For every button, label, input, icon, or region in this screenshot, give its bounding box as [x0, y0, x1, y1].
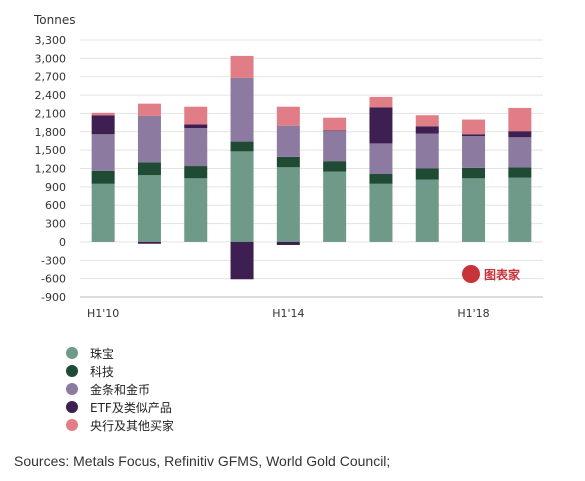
- y-tick-label: 1,500: [35, 144, 67, 157]
- bar-segment: [508, 131, 532, 138]
- bar-segment: [184, 166, 208, 179]
- bar-segment: [415, 126, 439, 134]
- legend-swatch: [66, 365, 78, 377]
- legend-swatch: [66, 401, 78, 413]
- legend-label: 科技: [90, 364, 115, 379]
- bar-segment: [508, 177, 532, 242]
- bar-segment: [137, 241, 161, 244]
- bar-segment: [276, 125, 300, 157]
- bar-segment: [462, 178, 486, 242]
- bar-segment: [369, 107, 393, 144]
- x-tick-label: H1'10: [87, 307, 119, 320]
- bar-segment: [230, 241, 254, 280]
- legend-item: 科技: [66, 362, 174, 380]
- bars: [91, 55, 532, 280]
- bar-segment: [91, 170, 115, 184]
- bar-segment: [137, 103, 161, 116]
- y-axis: 3,300 3,000 2,700 2,400 2,100 1,800 1,500 1,200…: [35, 34, 67, 304]
- bar-segment: [91, 112, 115, 116]
- bar-segment: [230, 77, 254, 142]
- y-tick-label: 2,700: [35, 71, 67, 84]
- watermark: 图表家: [462, 265, 520, 283]
- bar-segment: [230, 141, 254, 152]
- y-axis-label: Tonnes: [33, 13, 75, 27]
- bar-segment: [137, 162, 161, 176]
- bar-segment: [462, 119, 486, 135]
- legend-item: 金条和金币: [66, 380, 174, 398]
- bar-segment: [508, 107, 532, 132]
- bar-segment: [276, 156, 300, 168]
- stacked-bar-chart: 3,300 3,000 2,700 2,400 2,100 1,800 1,500 1,200…: [33, 13, 543, 320]
- bar-segment: [184, 178, 208, 242]
- watermark-logo-icon: [462, 265, 480, 283]
- bar-segment: [91, 134, 115, 171]
- x-tick-label: H1'18: [457, 307, 489, 320]
- bar-segment: [369, 143, 393, 175]
- y-tick-label: 3,300: [35, 34, 67, 47]
- x-tick-label: H1'14: [272, 307, 304, 320]
- y-tick-label: 600: [45, 199, 66, 212]
- legend: 珠宝科技金条和金币 ETF及类似产品 央行及其他买家: [66, 344, 174, 434]
- bar-segment: [323, 131, 347, 162]
- legend-swatch: [66, 419, 78, 431]
- legend-label: 珠宝: [90, 346, 115, 361]
- bar-segment: [415, 168, 439, 180]
- y-tick-label: 900: [45, 181, 66, 194]
- legend-item: 珠宝: [66, 344, 174, 362]
- bar-segment: [508, 167, 532, 178]
- bar-segment: [462, 134, 486, 137]
- legend-label: ETF及类似产品: [90, 400, 172, 415]
- bar-segment: [276, 106, 300, 126]
- x-axis: H1'10 H1'14 H1'18: [87, 307, 490, 320]
- bar-segment: [415, 115, 439, 127]
- bar-segment: [91, 115, 115, 135]
- bar-segment: [323, 117, 347, 131]
- y-tick-label: -600: [41, 273, 66, 286]
- bar-segment: [415, 179, 439, 242]
- bar-segment: [369, 174, 393, 184]
- bar-segment: [230, 151, 254, 242]
- y-tick-label: 2,400: [35, 89, 67, 102]
- bar-segment: [369, 183, 393, 242]
- bar-segment: [323, 161, 347, 172]
- bar-segment: [184, 106, 208, 125]
- y-tick-label: 0: [59, 236, 66, 249]
- y-tick-label: -900: [41, 291, 66, 304]
- bar-segment: [508, 137, 532, 168]
- bar-segment: [230, 55, 254, 78]
- bar-segment: [369, 96, 393, 108]
- bar-segment: [415, 133, 439, 169]
- bar-segment: [462, 167, 486, 179]
- bar-segment: [323, 130, 347, 132]
- bar-segment: [91, 183, 115, 242]
- bar-segment: [184, 124, 208, 129]
- legend-swatch: [66, 383, 78, 395]
- bar-segment: [276, 241, 300, 245]
- bar-segment: [137, 115, 161, 163]
- y-tick-label: 3,000: [35, 52, 67, 65]
- legend-swatch: [66, 347, 78, 359]
- bar-segment: [276, 167, 300, 242]
- legend-label: 央行及其他买家: [90, 418, 175, 433]
- bar-segment: [184, 128, 208, 167]
- y-tick-label: 1,200: [35, 163, 67, 176]
- legend-label: 金条和金币: [90, 382, 151, 397]
- legend-item: 央行及其他买家: [66, 416, 174, 434]
- bar-segment: [323, 171, 347, 242]
- y-tick-label: 2,100: [35, 107, 67, 120]
- y-tick-label: 1,800: [35, 126, 67, 139]
- source-note: Sources: Metals Focus, Refinitiv GFMS, W…: [14, 453, 391, 469]
- y-tick-label: -300: [41, 254, 66, 267]
- legend-item: ETF及类似产品: [66, 398, 174, 416]
- bar-segment: [462, 136, 486, 168]
- watermark-text: 图表家: [484, 267, 521, 282]
- y-tick-label: 300: [45, 218, 66, 231]
- bar-segment: [137, 175, 161, 242]
